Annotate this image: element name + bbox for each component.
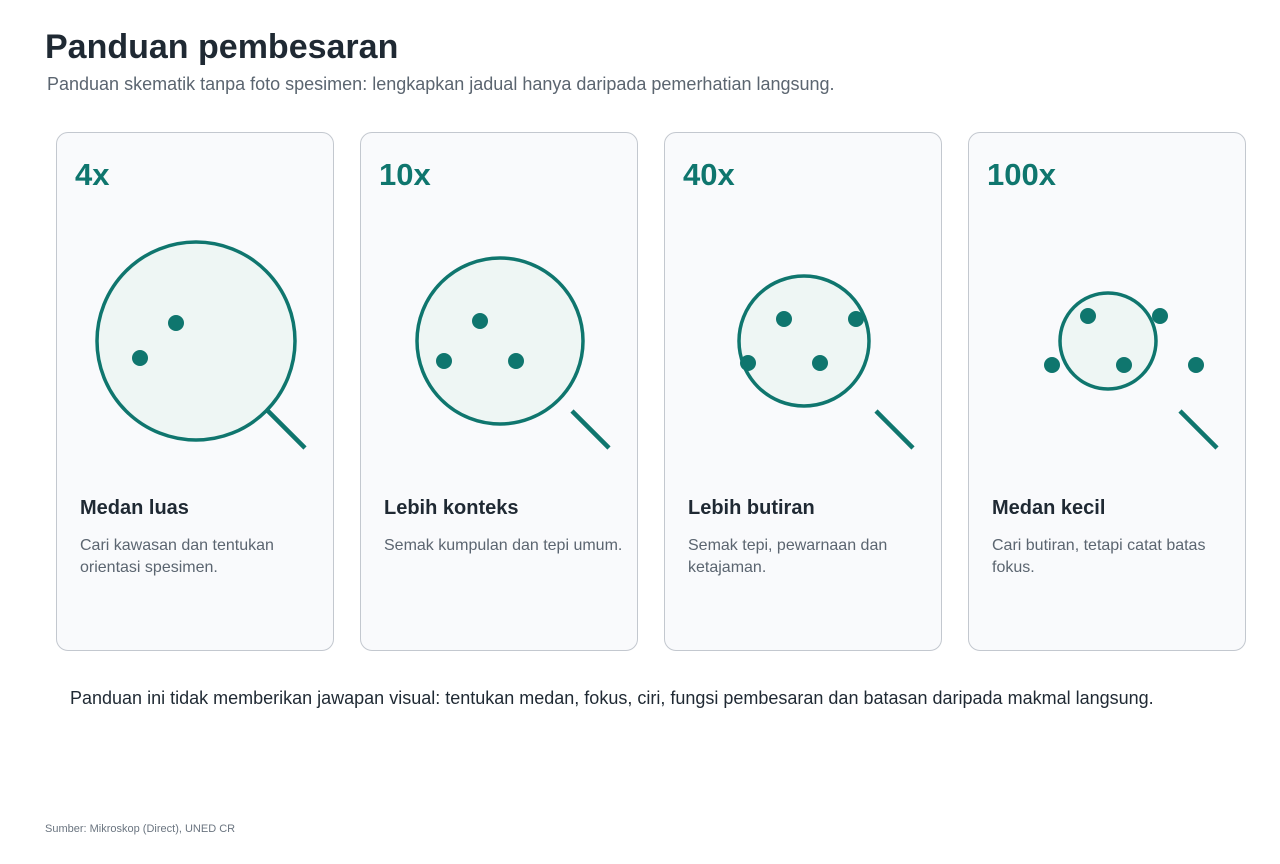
guide-note: Panduan ini tidak memberikan jawapan vis… xyxy=(70,688,1154,708)
page-subtitle: Panduan skematik tanpa foto spesimen: le… xyxy=(47,74,835,94)
magnification-label: 4x xyxy=(75,157,110,192)
magnification-cards: 4x Medan luas Cari kawasan dan tentukan … xyxy=(56,132,1249,653)
card-100x: 100x Medan kecil Cari butiran, tetapi ca… xyxy=(968,132,1246,651)
magnification-label: 10x xyxy=(379,157,431,192)
card-description: Cari kawasan dan tentukan orientasi spes… xyxy=(80,537,274,576)
magnifier-icon xyxy=(737,274,915,450)
magnification-label: 40x xyxy=(683,157,735,192)
page-title: Panduan pembesaran xyxy=(45,28,399,66)
source-caption: Sumber: Mikroskop (Direct), UNED CR xyxy=(45,823,236,835)
card-heading: Lebih butiran xyxy=(688,497,815,519)
card-40x: 40x Lebih butiran Semak tepi, pewarnaan … xyxy=(664,132,942,651)
card-description: Semak tepi, pewarnaan dan ketajaman. xyxy=(688,537,888,576)
card-description: Semak kumpulan dan tepi umum. xyxy=(384,537,623,554)
card-10x: 10x Lebih konteks Semak kumpulan dan tep… xyxy=(360,132,638,651)
magnification-label: 100x xyxy=(987,157,1056,192)
card-heading: Medan kecil xyxy=(992,497,1106,519)
magnifier-icon xyxy=(1044,291,1219,450)
card-4x: 4x Medan luas Cari kawasan dan tentukan … xyxy=(56,132,334,651)
magnifier-icon xyxy=(415,256,611,450)
card-heading: Medan luas xyxy=(80,497,189,519)
magnifier-icon xyxy=(95,240,307,450)
card-heading: Lebih konteks xyxy=(384,497,519,519)
card-description: Cari butiran, tetapi catat batas fokus. xyxy=(992,537,1206,576)
